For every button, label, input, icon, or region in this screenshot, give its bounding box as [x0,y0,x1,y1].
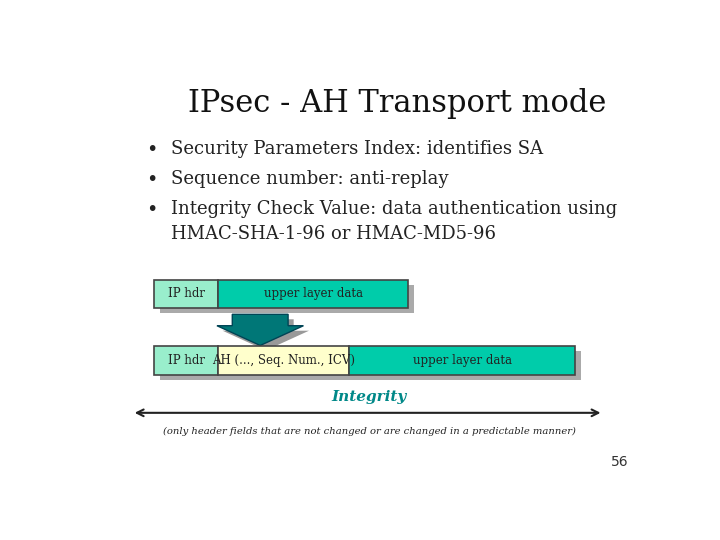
Text: •: • [145,140,157,159]
Text: Sequence number: anti-replay: Sequence number: anti-replay [171,170,449,187]
Bar [154,280,218,308]
Polygon shape [222,319,309,350]
Bar [160,352,581,380]
Bar [218,346,349,375]
Text: (only header fields that are not changed or are changed in a predictable manner): (only header fields that are not changed… [163,427,575,436]
Bar [160,285,224,313]
Text: •: • [145,199,157,219]
Text: IP hdr: IP hdr [168,287,204,300]
Text: Integrity Check Value: data authentication using: Integrity Check Value: data authenticati… [171,199,617,218]
Bar [224,285,414,313]
Bar [218,280,408,308]
Text: HMAC-SHA-1-96 or HMAC-MD5-96: HMAC-SHA-1-96 or HMAC-MD5-96 [171,225,496,244]
Text: Security Parameters Index: identifies SA: Security Parameters Index: identifies SA [171,140,543,158]
Text: •: • [145,170,157,188]
Text: upper layer data: upper layer data [264,287,363,300]
Text: Integrity: Integrity [331,390,407,404]
Text: upper layer data: upper layer data [413,354,512,367]
Bar [349,346,575,375]
Text: 56: 56 [611,455,629,469]
Text: IP hdr: IP hdr [168,354,204,367]
Text: IPsec - AH Transport mode: IPsec - AH Transport mode [188,87,606,119]
Text: AH (..., Seq. Num., ICV): AH (..., Seq. Num., ICV) [212,354,356,367]
Bar [154,346,218,375]
Polygon shape [217,314,303,346]
